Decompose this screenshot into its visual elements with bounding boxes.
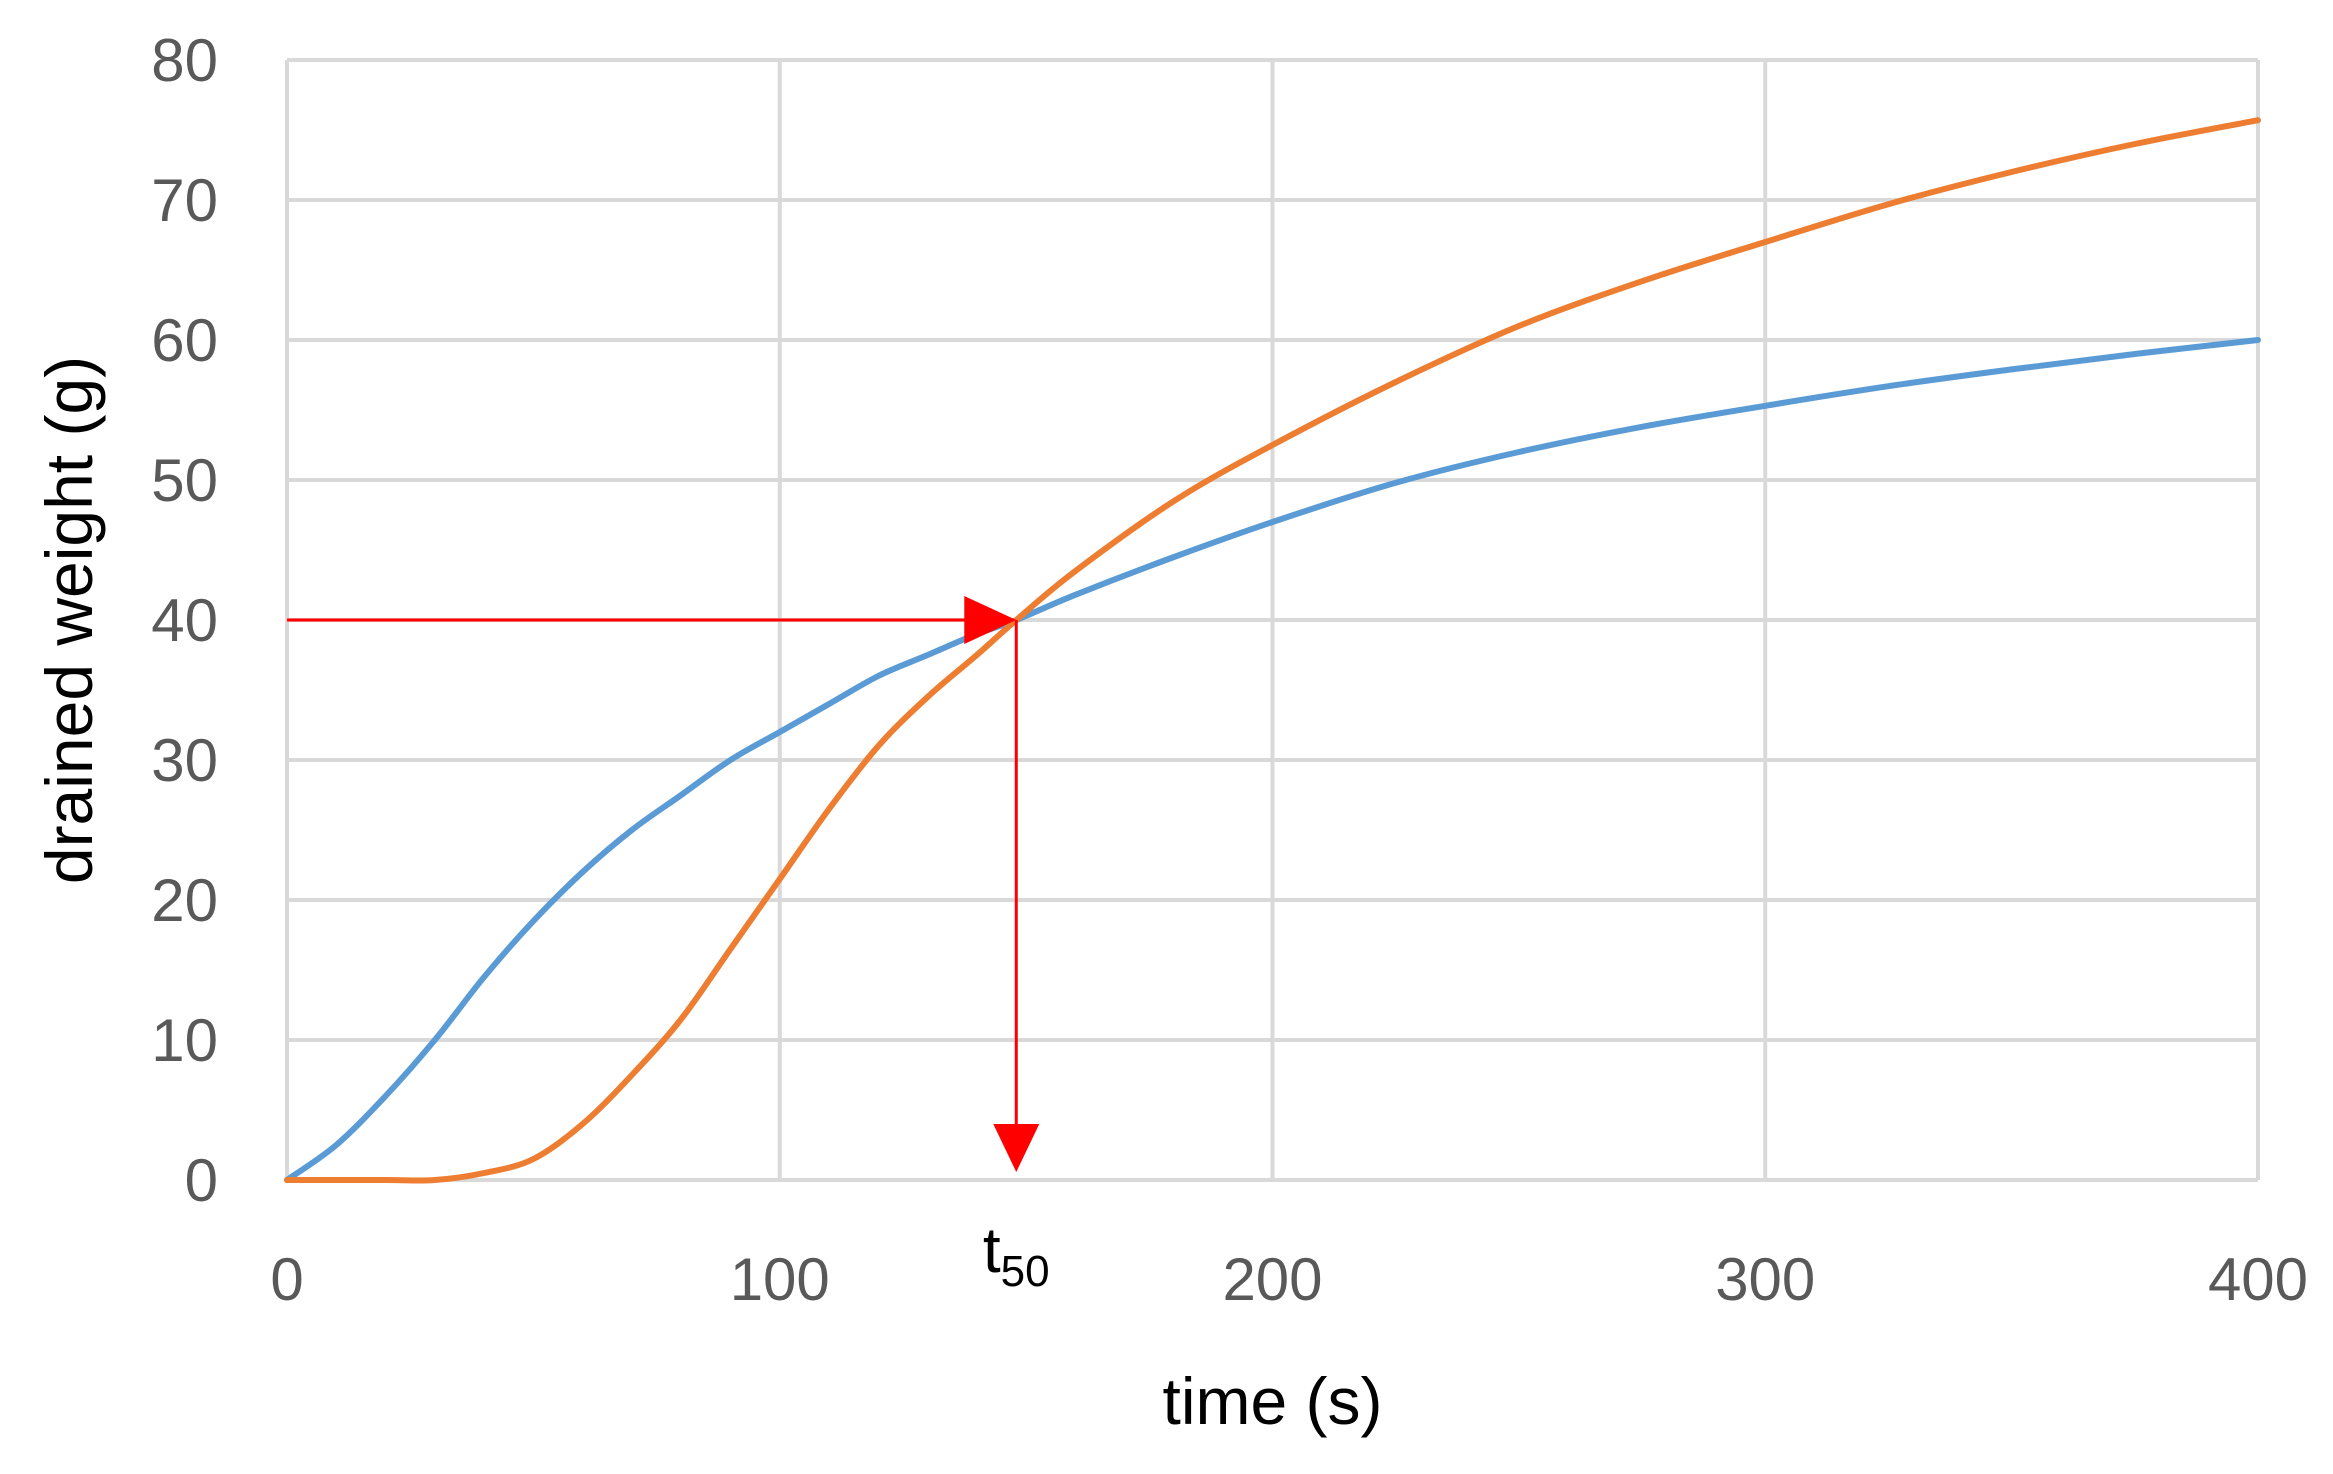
t50-label-main: t	[983, 1214, 1001, 1286]
t50-label: t50	[983, 1214, 1050, 1296]
x-tick-label: 100	[730, 1246, 830, 1313]
series-line-2	[284, 117, 2261, 1184]
y-tick-label: 40	[151, 587, 218, 654]
x-tick-label: 400	[2208, 1246, 2308, 1313]
t50-label-subscript: 50	[1001, 1247, 1050, 1296]
right-arrowhead-icon	[964, 596, 1017, 644]
y-axis-title: drained weight (g)	[32, 356, 106, 884]
x-tick-label: 300	[1715, 1246, 1815, 1313]
x-axis-title: time (s)	[1163, 1364, 1383, 1438]
down-arrowhead-icon	[993, 1124, 1040, 1172]
y-tick-label: 50	[151, 447, 218, 514]
y-tick-label: 70	[151, 167, 218, 234]
y-tick-label: 20	[151, 867, 218, 934]
x-tick-label: 0	[270, 1246, 303, 1313]
y-tick-label: 30	[151, 727, 218, 794]
y-tick-label: 0	[185, 1147, 218, 1214]
t50-annotation	[287, 596, 1040, 1172]
x-tick-label: 200	[1222, 1246, 1322, 1313]
y-tick-label: 80	[151, 27, 218, 94]
grid	[285, 58, 2260, 1182]
x-tick-labels: 0 100 200 300 400	[270, 1246, 2308, 1313]
y-tick-label: 60	[151, 307, 218, 374]
y-tick-labels: 0 10 20 30 40 50 60 70 80	[151, 27, 218, 1214]
y-tick-label: 10	[151, 1007, 218, 1074]
